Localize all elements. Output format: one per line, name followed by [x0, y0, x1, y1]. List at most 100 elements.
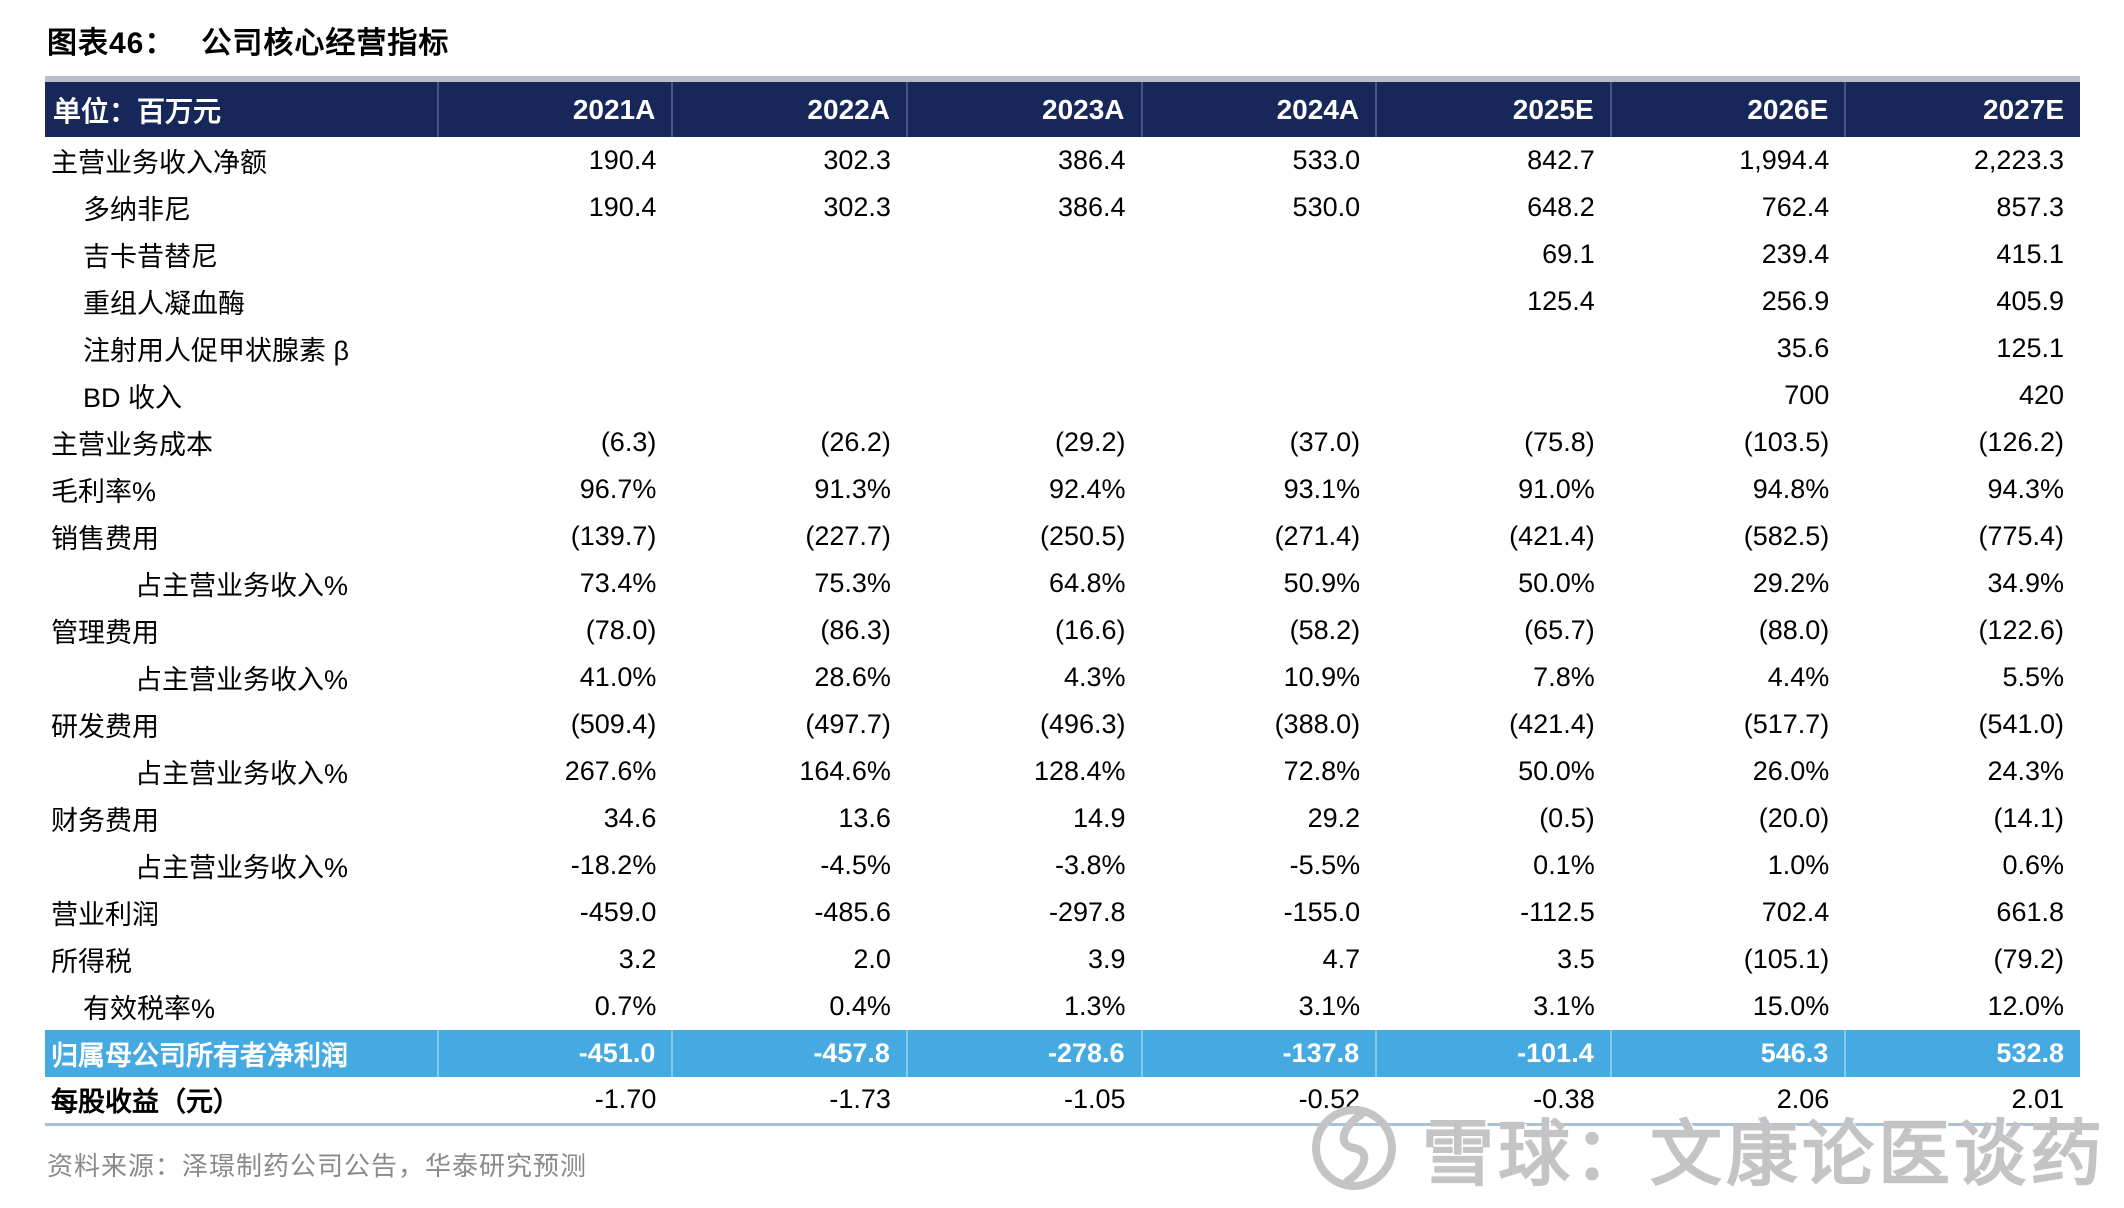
table-row: 占主营业务收入% 267.6% 164.6% 128.4% 72.8% 50.0% 26.0…	[45, 748, 2080, 795]
cell-value: 2.01	[1845, 1077, 2080, 1126]
row-label: 主营业务成本	[51, 430, 213, 460]
cell-value: 267.6%	[564, 756, 657, 786]
table-row: 研发费用 (509.4) (497.7) (496.3) (388.0) (421.4) (…	[45, 701, 2080, 748]
cell-value: (88.0)	[1758, 615, 1830, 645]
row-label: 主营业务收入净额	[51, 148, 267, 178]
cell-value	[1142, 231, 1377, 278]
cell-value: 762.4	[1761, 192, 1830, 222]
cell-value: (775.4)	[1978, 521, 2064, 551]
cell-value: (29.2)	[1054, 427, 1126, 457]
cell-value: 94.3%	[1987, 474, 2064, 504]
cell-value: 34.6	[603, 803, 657, 833]
cell-value: 92.4%	[1048, 474, 1126, 504]
year-header: 2022A	[671, 76, 907, 137]
cell-value: (271.4)	[1274, 521, 1361, 551]
cell-value: 386.4	[1057, 192, 1126, 222]
cell-value: 1.0%	[1767, 850, 1830, 880]
cell-value: (78.0)	[585, 615, 657, 645]
cell-value	[438, 278, 673, 325]
year-header: 2021A	[436, 76, 673, 137]
cell-value: -18.2%	[570, 850, 657, 880]
cell-value: 661.8	[1996, 897, 2064, 927]
cell-value: 75.3%	[814, 568, 891, 598]
table-row: 每股收益（元） -1.70 -1.73 -1.05 -0.52 -0.38 2.06 2.01	[45, 1077, 2080, 1126]
row-label: 研发费用	[51, 712, 159, 742]
row-label: 吉卡昔替尼	[83, 242, 218, 272]
table-row: 多纳非尼 190.4 302.3 386.4 530.0 648.2 762.4 857.3	[45, 184, 2080, 231]
cell-value: (250.5)	[1039, 521, 1126, 551]
cell-value: 415.1	[1996, 239, 2064, 269]
cell-value	[1142, 372, 1377, 419]
table-row: 占主营业务收入% -18.2% -4.5% -3.8% -5.5% 0.1% 1.0% 0.6…	[45, 842, 2080, 889]
cell-value: (582.5)	[1743, 521, 1830, 551]
cell-value: 386.4	[1057, 145, 1126, 175]
cell-value	[1142, 278, 1377, 325]
cell-value: 93.1%	[1283, 474, 1361, 504]
table-row: 管理费用 (78.0) (86.3) (16.6) (58.2) (65.7) (88.0)…	[45, 607, 2080, 654]
cell-value: -1.70	[437, 1077, 673, 1126]
cell-value: 91.0%	[1518, 474, 1595, 504]
cell-value	[672, 231, 907, 278]
cell-value: (541.0)	[1978, 709, 2064, 739]
cell-value: 190.4	[588, 192, 657, 222]
cell-value: (65.7)	[1524, 615, 1595, 645]
row-label: 注射用人促甲状腺素 β	[83, 336, 350, 366]
cell-value: 702.4	[1761, 897, 1830, 927]
figure-title: 图表46： 公司核心经营指标	[47, 18, 2080, 62]
table-row: 注射用人促甲状腺素 β 35.6 125.1	[45, 325, 2080, 372]
row-label: 占主营业务收入%	[135, 665, 349, 695]
row-label: 多纳非尼	[83, 195, 191, 225]
cell-value: 0.7%	[594, 991, 657, 1021]
cell-value	[907, 231, 1142, 278]
cell-value: 3.5	[1557, 944, 1595, 974]
figure-name: 公司核心经营指标	[201, 27, 450, 60]
cell-value: (139.7)	[570, 521, 657, 551]
cell-value: (75.8)	[1524, 427, 1595, 457]
cell-value: 3.2	[618, 944, 657, 974]
cell-value: 35.6	[1776, 333, 1830, 363]
cell-value: 29.2	[1307, 803, 1361, 833]
cell-value: (37.0)	[1289, 427, 1361, 457]
cell-value: 530.0	[1292, 192, 1361, 222]
cell-value: (26.2)	[820, 427, 891, 457]
cell-value: 2,223.3	[1973, 145, 2064, 175]
row-label: 财务费用	[51, 806, 159, 836]
cell-value: 842.7	[1527, 145, 1595, 175]
cell-value: -451.0	[436, 1030, 673, 1077]
cell-value: -0.52	[1141, 1077, 1377, 1126]
cell-value: (86.3)	[820, 615, 891, 645]
cell-value: 164.6%	[799, 756, 891, 786]
cell-value	[438, 325, 673, 372]
row-label: 每股收益（元）	[45, 1077, 438, 1126]
cell-value: 50.0%	[1518, 568, 1595, 598]
cell-value: 28.6%	[814, 662, 891, 692]
cell-value: 26.0%	[1752, 756, 1830, 786]
table-row: 销售费用 (139.7) (227.7) (250.5) (271.4) (421.4) (…	[45, 513, 2080, 560]
cell-value: (20.0)	[1758, 803, 1830, 833]
cell-value: 532.8	[1844, 1030, 2080, 1077]
cell-value: -1.05	[906, 1077, 1142, 1126]
cell-value: 64.8%	[1048, 568, 1126, 598]
cell-value: 0.1%	[1533, 850, 1595, 880]
header-row: 单位：百万元 2021A 2022A 2023A 2024A 2025E 2026E 202…	[45, 76, 2080, 137]
row-label: 归属母公司所有者净利润	[45, 1030, 438, 1077]
cell-value: 3.1%	[1533, 991, 1595, 1021]
cell-value: 2.0	[853, 944, 891, 974]
cell-value: (517.7)	[1743, 709, 1830, 739]
cell-value: 29.2%	[1752, 568, 1830, 598]
cell-value: 125.1	[1996, 333, 2064, 363]
cell-value: 4.4%	[1767, 662, 1830, 692]
figure-number: 图表46：	[47, 27, 176, 60]
source-note: 资料来源：泽璟制药公司公告，华泰研究预测	[47, 1150, 588, 1181]
cell-value: -155.0	[1283, 897, 1361, 927]
cell-value: -0.38	[1376, 1077, 1611, 1126]
row-label: 占主营业务收入%	[135, 853, 349, 883]
table-row: 有效税率% 0.7% 0.4% 1.3% 3.1% 3.1% 15.0% 12.0%	[45, 983, 2080, 1030]
cell-value	[438, 372, 673, 419]
table-row: 重组人凝血酶 125.4 256.9 405.9	[45, 278, 2080, 325]
cell-value: 1,994.4	[1739, 145, 1830, 175]
cell-value: 857.3	[1996, 192, 2064, 222]
cell-value: (421.4)	[1509, 521, 1595, 551]
cell-value: -278.6	[905, 1030, 1142, 1077]
table-row: 吉卡昔替尼 69.1 239.4 415.1	[45, 231, 2080, 278]
